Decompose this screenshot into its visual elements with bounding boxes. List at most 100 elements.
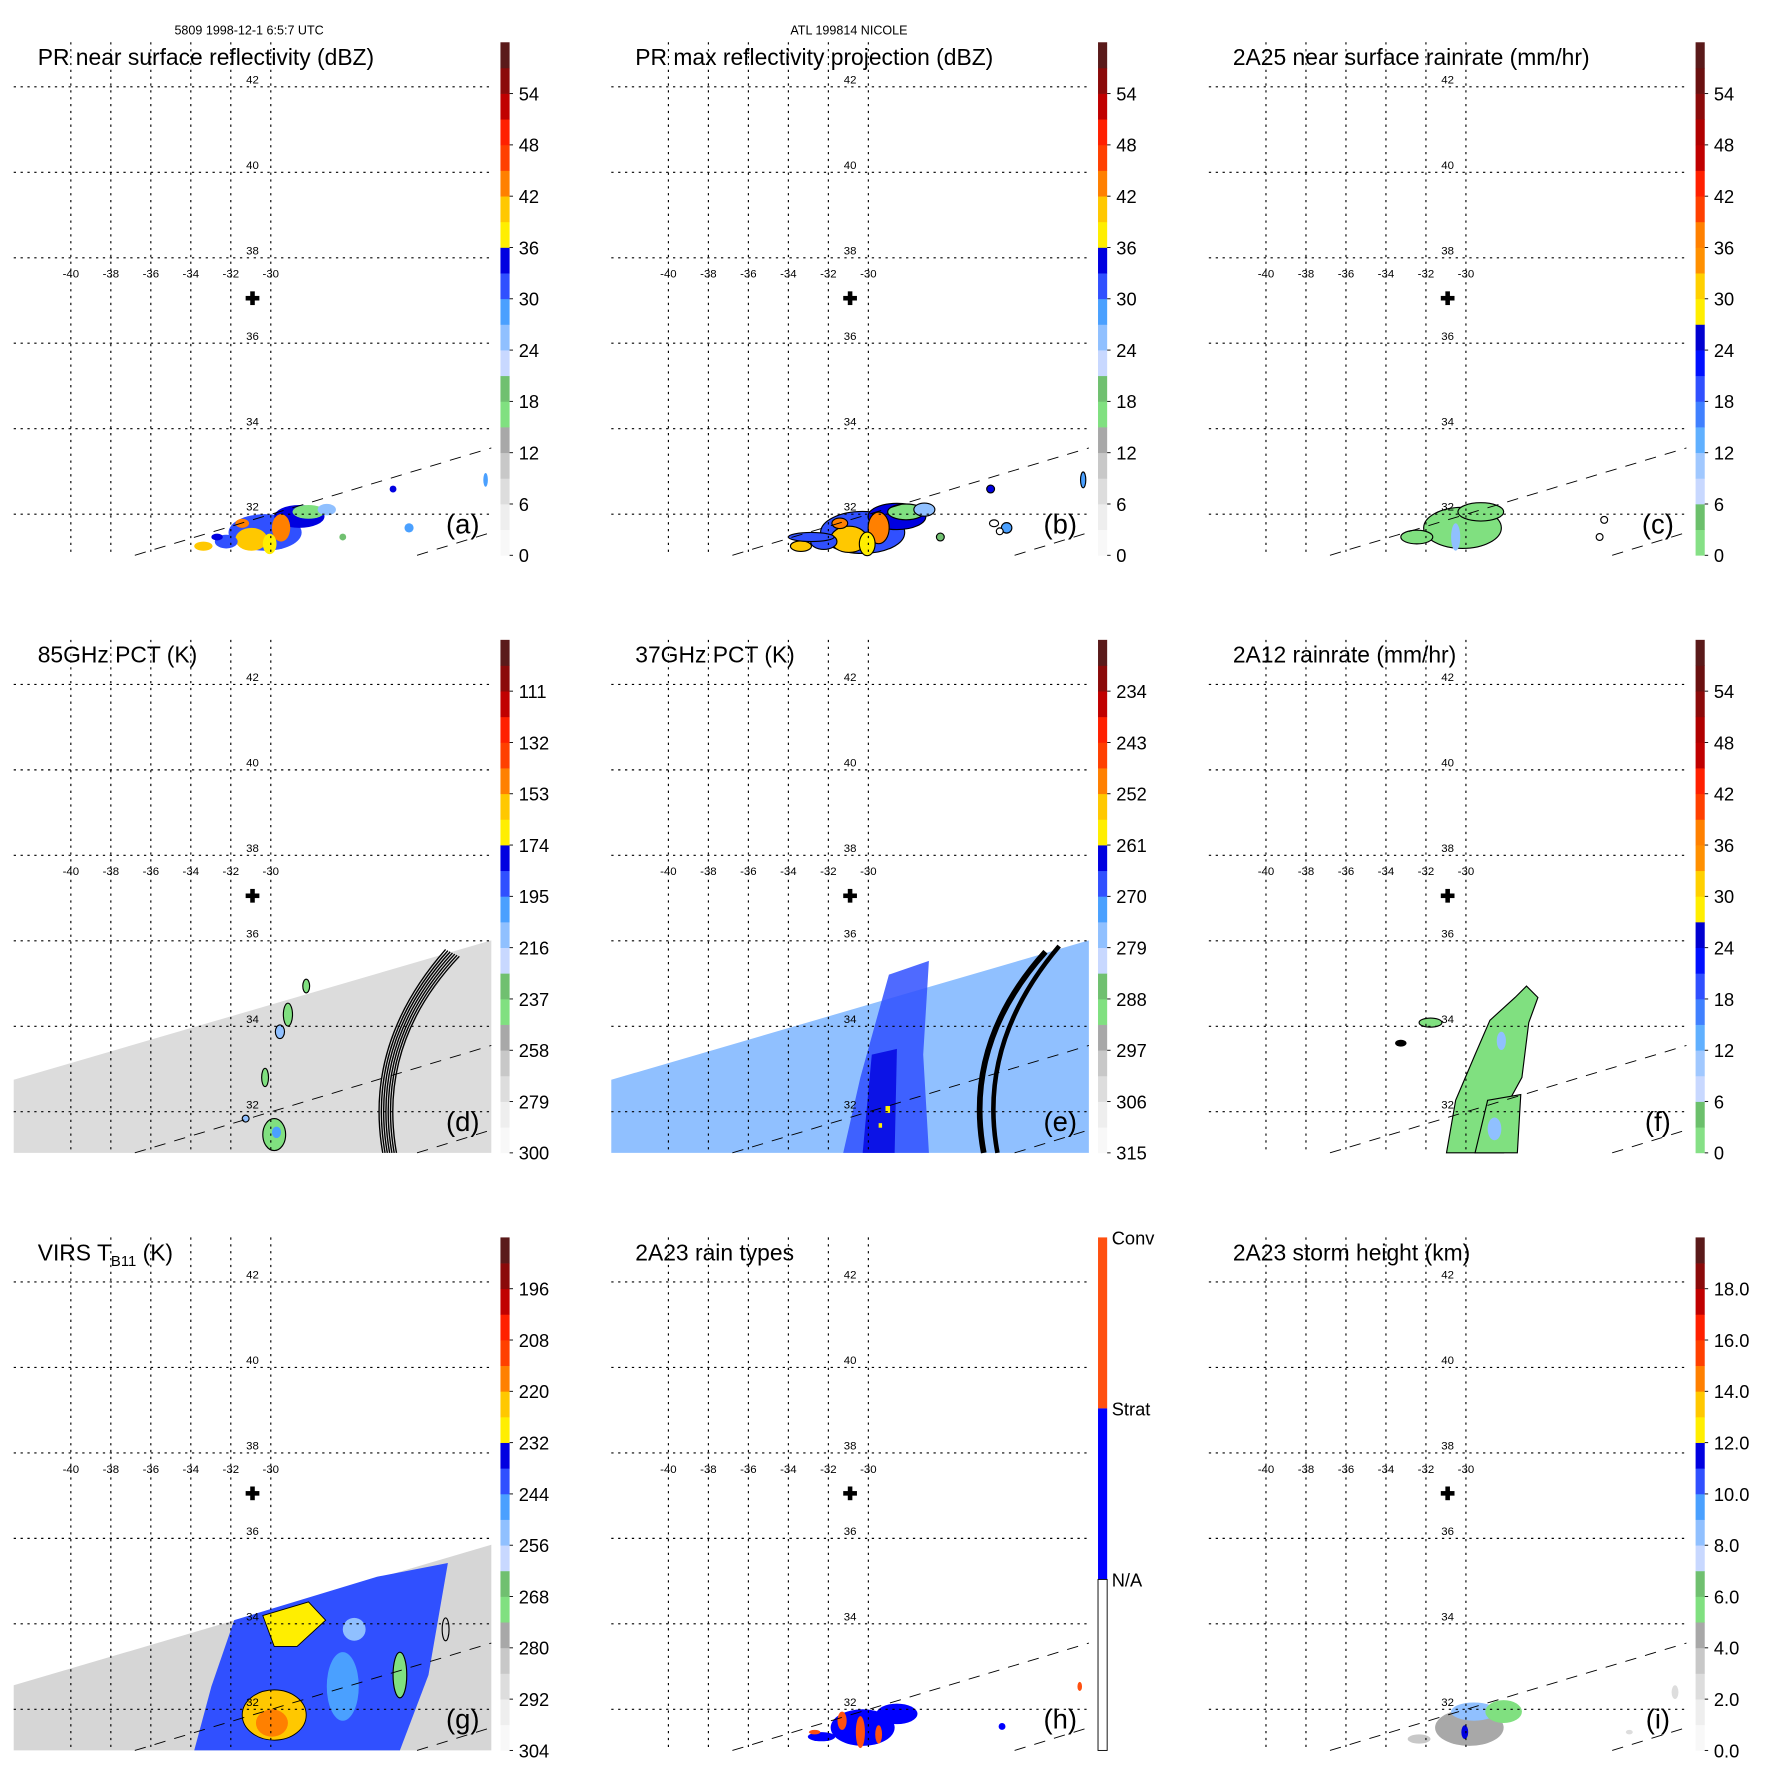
lon-tick-label: -40 [1258, 1464, 1275, 1476]
colorbar-segment [1098, 42, 1108, 69]
colorbar-segment [500, 639, 510, 666]
lat-tick-label: 40 [844, 1355, 857, 1367]
lon-tick-label: -30 [860, 866, 877, 878]
colorbar-label: 24 [519, 340, 539, 361]
colorbar-segment [500, 870, 510, 897]
lon-tick-label: -36 [740, 866, 756, 878]
colorbar-label: 18 [1714, 391, 1734, 412]
data-cell [271, 514, 291, 542]
lat-tick-label: 38 [1441, 245, 1454, 257]
colorbar-segment [1695, 221, 1705, 248]
colorbar-label: 261 [1116, 835, 1146, 856]
colorbar-segment [1695, 452, 1705, 479]
swath-edge [416, 1727, 492, 1751]
colorbar-segment [1098, 503, 1108, 530]
panel-letter: (i) [1646, 1704, 1670, 1735]
data-cell [483, 473, 488, 487]
colorbar-segment [500, 998, 510, 1025]
lat-tick-label: 42 [844, 672, 857, 684]
colorbar-segment [500, 716, 510, 743]
colorbar-label: 42 [1116, 186, 1136, 207]
colorbar-conv [1098, 1237, 1108, 1409]
storm-center-icon [250, 1486, 255, 1501]
lon-tick-label: -34 [183, 269, 200, 281]
colorbar-segment [1695, 1699, 1705, 1726]
colorbar-segment [1098, 793, 1108, 820]
colorbar-segment [1695, 503, 1705, 530]
colorbar-label: 30 [1116, 289, 1136, 310]
colorbar-label: 6 [1714, 494, 1724, 515]
data-cell [988, 519, 1000, 528]
colorbar-label: 304 [519, 1740, 549, 1761]
colorbar-segment [1098, 870, 1108, 897]
data-cell [326, 1652, 359, 1721]
swath-edge [134, 1045, 492, 1154]
colorbar-segment [500, 1442, 510, 1469]
lat-tick-label: 36 [246, 331, 259, 343]
lon-tick-label: -30 [263, 269, 280, 281]
colorbar-segment [1098, 1075, 1108, 1102]
storm-center-icon [250, 291, 255, 306]
colorbar-label: 48 [1714, 135, 1734, 156]
colorbar-label: 18 [1116, 391, 1136, 412]
title-text: VIRS T [38, 1239, 111, 1265]
data-cell [1461, 1725, 1469, 1740]
lon-tick-label: -30 [263, 1464, 280, 1476]
colorbar-label: 18 [1714, 989, 1734, 1010]
colorbar-label: 30 [1714, 289, 1734, 310]
colorbar-segment [500, 947, 510, 974]
lon-tick-label: -34 [183, 866, 200, 878]
storm-center-icon [847, 888, 853, 903]
swath [13, 940, 492, 1153]
colorbar-label: 288 [1116, 989, 1146, 1010]
colorbar-segment [500, 1545, 510, 1572]
colorbar-segment [500, 1365, 510, 1392]
data-cell [1671, 1685, 1679, 1700]
data-cell [342, 1617, 366, 1641]
swath-edge [1612, 532, 1687, 556]
lon-tick-label: -38 [700, 866, 717, 878]
colorbar-label: 216 [519, 938, 549, 959]
colorbar-segment [500, 350, 510, 377]
colorbar-segment [500, 529, 510, 556]
swath-edge [732, 1045, 1090, 1154]
colorbar-label: 195 [519, 886, 549, 907]
colorbar-segment [1695, 1673, 1705, 1700]
colorbar-segment [1098, 768, 1108, 795]
colorbar-segment [1695, 1391, 1705, 1418]
lat-tick-label: 36 [1441, 331, 1454, 343]
lon-tick-label: -36 [143, 866, 160, 878]
swath-edge [732, 1642, 1090, 1751]
lat-tick-label: 32 [1441, 1099, 1454, 1111]
colorbar-label: 306 [1116, 1091, 1146, 1112]
colorbar-segment [500, 42, 510, 69]
colorbar-segment [1695, 1314, 1705, 1341]
colorbar-label: 24 [1714, 938, 1734, 959]
panel-title: 37GHz PCT (K) [635, 642, 795, 668]
colorbar-segment [1695, 665, 1705, 692]
colorbar-segment [500, 768, 510, 795]
lon-tick-label: -36 [740, 269, 756, 281]
colorbar-segment [500, 973, 510, 1000]
panel-letter: (c) [1642, 509, 1674, 540]
orbit-time-header: 5809 1998-12-1 6:5:7 UTC [174, 23, 323, 37]
data-cell [404, 523, 414, 533]
colorbar-segment [1098, 529, 1108, 556]
colorbar-label: 243 [1116, 732, 1146, 753]
colorbar-label: 36 [1714, 835, 1734, 856]
lon-tick-label: -40 [660, 1464, 677, 1476]
lat-tick-label: 36 [1441, 928, 1454, 940]
contour-arc [991, 944, 1061, 1154]
lon-tick-label: -30 [1458, 269, 1474, 281]
lat-tick-label: 38 [1441, 1440, 1454, 1452]
colorbar-segment [500, 1391, 510, 1418]
colorbar-segment [1098, 922, 1108, 948]
lon-tick-label: -36 [1338, 866, 1354, 878]
swath [611, 940, 1089, 1153]
colorbar-segment [1695, 1237, 1705, 1264]
lat-tick-label: 42 [246, 672, 259, 684]
colorbar-segment [1695, 691, 1705, 718]
colorbar-label: 30 [519, 289, 539, 310]
colorbar-segment [500, 1314, 510, 1341]
data-cell [837, 1711, 847, 1730]
